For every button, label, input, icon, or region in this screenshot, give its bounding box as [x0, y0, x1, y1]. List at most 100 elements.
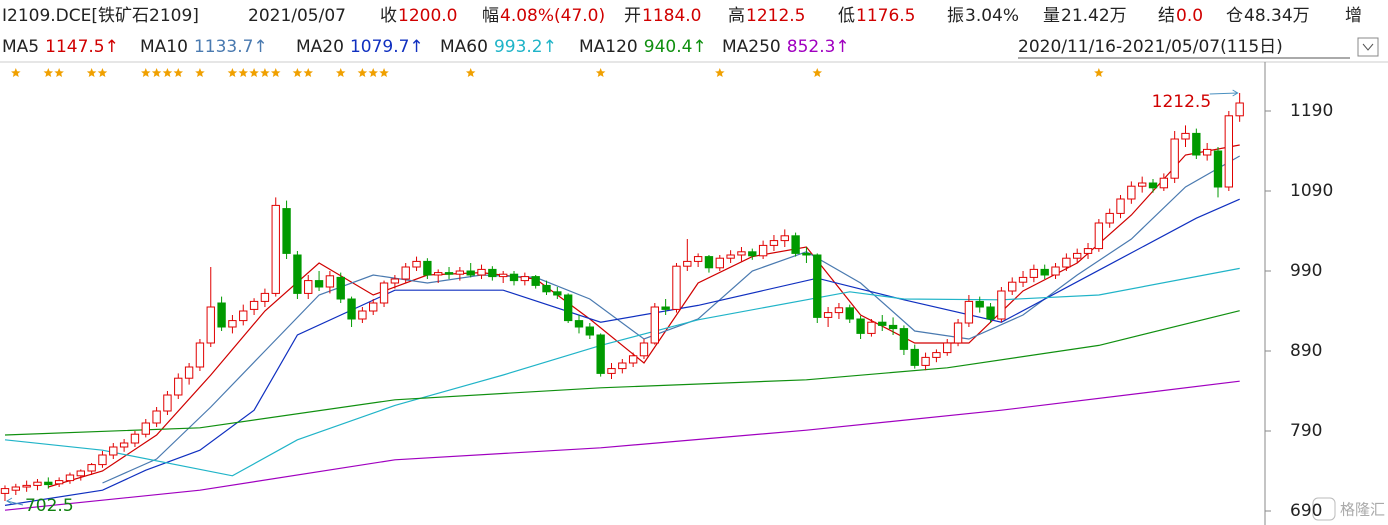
legend-entry: MA120 940.4↑: [579, 37, 707, 57]
event-marker: [249, 68, 259, 78]
stat-value: 1184.0: [642, 6, 701, 26]
candle-body: [802, 252, 811, 256]
candle-body: [628, 355, 638, 364]
candle-body: [1116, 198, 1125, 214]
candle-body: [813, 254, 822, 318]
watermark: 格隆汇: [1340, 501, 1385, 519]
annotation-arrow: [6, 500, 24, 506]
candle-body: [434, 272, 443, 276]
candle-body: [1235, 102, 1244, 117]
dropdown-button[interactable]: [1357, 37, 1379, 57]
candle-body: [11, 486, 20, 491]
candle-body: [823, 312, 833, 318]
legend-name: MA250: [722, 37, 781, 57]
candle-body: [54, 480, 64, 485]
candle-body: [444, 272, 454, 275]
stat-label: 增: [1345, 6, 1362, 26]
legend-name: MA60: [440, 37, 488, 57]
candle-body: [964, 300, 974, 324]
date: 2021/05/07: [248, 6, 346, 26]
candle-body: [358, 310, 367, 320]
candle-body: [314, 280, 324, 288]
candle-body: [932, 352, 941, 358]
candle-body: [152, 410, 161, 424]
candle-body: [921, 356, 930, 366]
candle-body: [509, 273, 519, 282]
candle-body: [369, 302, 378, 312]
stat-label: 高: [728, 6, 745, 26]
candle-body: [174, 377, 183, 396]
stat-label: 幅: [482, 6, 499, 26]
y-tick-label: 1190: [1290, 101, 1333, 121]
stat-value: 1212.5: [746, 6, 805, 26]
legend-name: MA120: [579, 37, 638, 57]
legend-entry: MA10 1133.7↑: [140, 37, 268, 57]
candle-body: [867, 321, 876, 334]
candle-body: [542, 284, 551, 293]
candle-body: [943, 342, 952, 354]
event-marker: [368, 68, 378, 78]
legend-trend: ↑: [835, 37, 849, 57]
candle-body: [1127, 185, 1136, 200]
candle-body: [878, 321, 887, 326]
stat-value: 21.42万: [1061, 6, 1127, 26]
candle-body: [239, 310, 248, 322]
candle-body: [1170, 138, 1179, 179]
candle-body: [65, 474, 75, 482]
stat-label: 仓: [1226, 6, 1243, 26]
y-tick-label: 890: [1290, 341, 1322, 361]
annotation-label: 702.5: [25, 496, 74, 516]
symbol: I2109.DCE[铁矿石2109]: [2, 6, 199, 26]
candle-body: [304, 280, 313, 294]
y-tick-label: 990: [1290, 261, 1322, 281]
candle-body: [1051, 266, 1060, 276]
candle-body: [672, 265, 681, 310]
event-marker: [292, 68, 303, 78]
candle-body: [184, 366, 194, 379]
legend-entry: MA250 852.3↑: [722, 37, 850, 57]
candle-body: [412, 260, 421, 268]
event-marker: [54, 68, 64, 78]
stat-value: 1176.5: [856, 6, 915, 26]
candle-body: [553, 291, 562, 296]
candle-body: [683, 260, 692, 267]
candle-body: [845, 307, 854, 320]
candle-body: [997, 290, 1006, 320]
candle-body: [986, 306, 995, 320]
stat-value: 1200.0: [398, 6, 457, 26]
legend-entry: MA60 993.2↑: [440, 37, 557, 57]
candle-body: [618, 362, 627, 370]
legend-value: 1147.5: [45, 37, 104, 57]
stat-label: 收: [380, 6, 397, 26]
candle-body: [1105, 212, 1114, 224]
stat-label: 振: [947, 6, 964, 26]
candle-body: [639, 342, 649, 357]
ma-line: [48, 144, 1240, 488]
candle-body: [780, 235, 789, 242]
candle-body: [1008, 281, 1017, 292]
legend-name: MA5: [2, 37, 39, 57]
candle-body: [401, 266, 410, 280]
candle-body: [119, 442, 129, 448]
ma-line: [4, 310, 1240, 436]
candle-body: [260, 292, 270, 302]
candle-body: [899, 328, 909, 350]
annotation-arrowhead: [1232, 89, 1239, 97]
event-marker: [195, 68, 205, 78]
candle-body: [888, 324, 898, 330]
annotation-arrowhead: [6, 497, 13, 505]
event-marker: [1094, 68, 1104, 78]
candle-body: [44, 481, 53, 486]
candle-body: [769, 240, 779, 246]
event-marker: [162, 68, 173, 78]
event-marker: [270, 68, 281, 78]
legend-name: MA20: [296, 37, 344, 57]
legend-trend: ↑: [105, 37, 119, 57]
candle-body: [1148, 182, 1158, 189]
candle-body: [293, 254, 302, 294]
candle-body: [693, 256, 703, 262]
candle-body: [163, 394, 172, 412]
candle-body: [499, 273, 508, 278]
candle-body: [423, 260, 432, 276]
